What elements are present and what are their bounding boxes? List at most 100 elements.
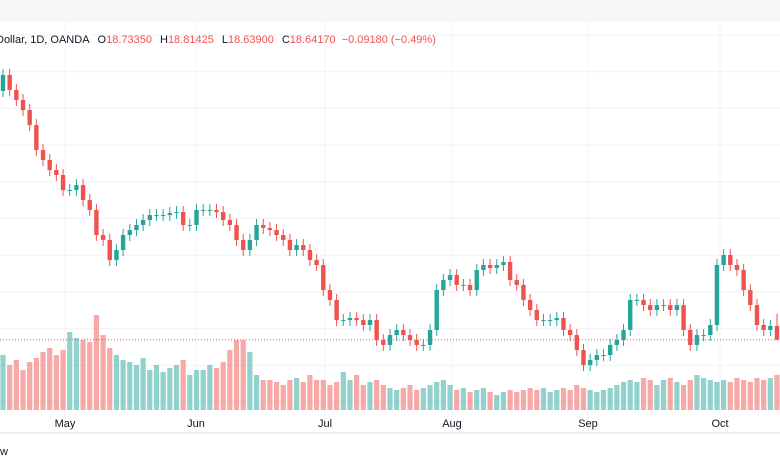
volume-bar: [747, 382, 753, 410]
volume-bar: [173, 365, 180, 410]
candle-body: [688, 329, 693, 345]
volume-bar: [280, 385, 286, 410]
candle-body: [94, 209, 99, 235]
x-tick-label: Jul: [318, 418, 332, 430]
candle-body: [34, 125, 39, 150]
volume-bar: [640, 378, 647, 410]
candle-body: [427, 329, 433, 345]
volume-bar: [460, 388, 466, 410]
candle-body: [227, 220, 233, 225]
volume-bar: [447, 385, 453, 410]
candle-body: [174, 212, 179, 214]
candle-body: [648, 305, 653, 310]
candle-body: [741, 269, 746, 291]
candle-body: [347, 317, 353, 321]
candle-body: [14, 89, 19, 100]
candle-body: [54, 170, 59, 175]
candle-body: [407, 335, 413, 340]
ohlc-value: 18.64170: [290, 34, 336, 46]
volume-bar: [620, 382, 627, 410]
ohlc-label: C: [282, 34, 290, 46]
volume-bar: [520, 390, 527, 410]
candle-body: [274, 230, 279, 235]
volume-bar: [654, 385, 660, 410]
candle-body: [180, 212, 186, 225]
candle-body: [27, 110, 32, 126]
candle-body: [761, 325, 766, 330]
volume-bar: [380, 385, 386, 410]
volume-bar: [53, 355, 59, 410]
volume-bar: [367, 382, 373, 410]
volume-bar: [574, 385, 580, 410]
volume-bar: [454, 390, 460, 410]
volume-bar: [87, 342, 93, 410]
volume-bar: [340, 372, 346, 410]
volume-bar: [320, 380, 326, 410]
volume-bar: [587, 390, 593, 410]
candle-body: [421, 344, 426, 346]
volume-pane: [0, 315, 780, 410]
candle-body: [714, 265, 720, 325]
candle-body: [307, 250, 313, 261]
top-strip: [0, 0, 780, 22]
volume-bar: [207, 365, 213, 410]
x-tick-label: Jun: [187, 418, 205, 430]
volume-bar: [580, 388, 587, 410]
candles: [0, 68, 780, 372]
candle-body: [127, 230, 132, 235]
candle-body: [461, 284, 466, 286]
candle-body: [154, 215, 159, 217]
candle-body: [681, 305, 686, 330]
candle-body: [661, 305, 666, 307]
candle-body: [254, 224, 259, 240]
volume-bar: [514, 392, 520, 410]
candle-body: [0, 74, 6, 91]
volume-bar: [540, 388, 547, 410]
candle-body: [394, 329, 399, 336]
volume-bar: [701, 378, 707, 410]
candle-body: [120, 235, 126, 250]
volume-bar: [160, 372, 166, 410]
candle-body: [87, 200, 92, 210]
volume-bar: [267, 380, 273, 410]
volume-bar: [133, 365, 140, 410]
candle-body: [100, 235, 106, 240]
volume-bar: [727, 382, 733, 410]
candle-body: [768, 325, 773, 330]
candle-body: [80, 185, 86, 201]
volume-bar: [93, 315, 100, 410]
x-tick-label: Oct: [711, 418, 728, 430]
volume-bar: [374, 380, 380, 410]
candle-body: [521, 284, 526, 300]
candle-body: [334, 299, 339, 321]
volume-bar: [334, 382, 340, 410]
volume-bar: [687, 380, 693, 410]
candle-body: [234, 224, 239, 240]
volume-bar: [754, 378, 760, 410]
volume-bar: [614, 385, 620, 410]
volume-bar: [554, 390, 560, 410]
volume-bar: [354, 375, 360, 410]
volume-bar: [213, 368, 220, 410]
volume-bar: [253, 375, 260, 410]
candle-body: [594, 355, 600, 360]
candle-body: [434, 290, 439, 330]
volume-bar: [233, 340, 240, 410]
volume-bar: [741, 380, 747, 410]
volume-bar: [494, 395, 500, 410]
volume-bar: [293, 378, 300, 410]
volume-bar: [714, 382, 720, 410]
volume-bar: [487, 392, 493, 410]
candle-body: [634, 299, 640, 301]
volume-bar: [634, 382, 640, 410]
candle-body: [187, 224, 193, 226]
candle-body: [327, 290, 333, 300]
candle-body: [441, 280, 446, 291]
volume-bar: [180, 360, 186, 410]
candle-body: [401, 329, 406, 336]
candle-body: [668, 305, 673, 310]
candle-body: [354, 317, 359, 321]
ohlc-label: L: [222, 34, 228, 46]
candle-body: [581, 350, 586, 366]
